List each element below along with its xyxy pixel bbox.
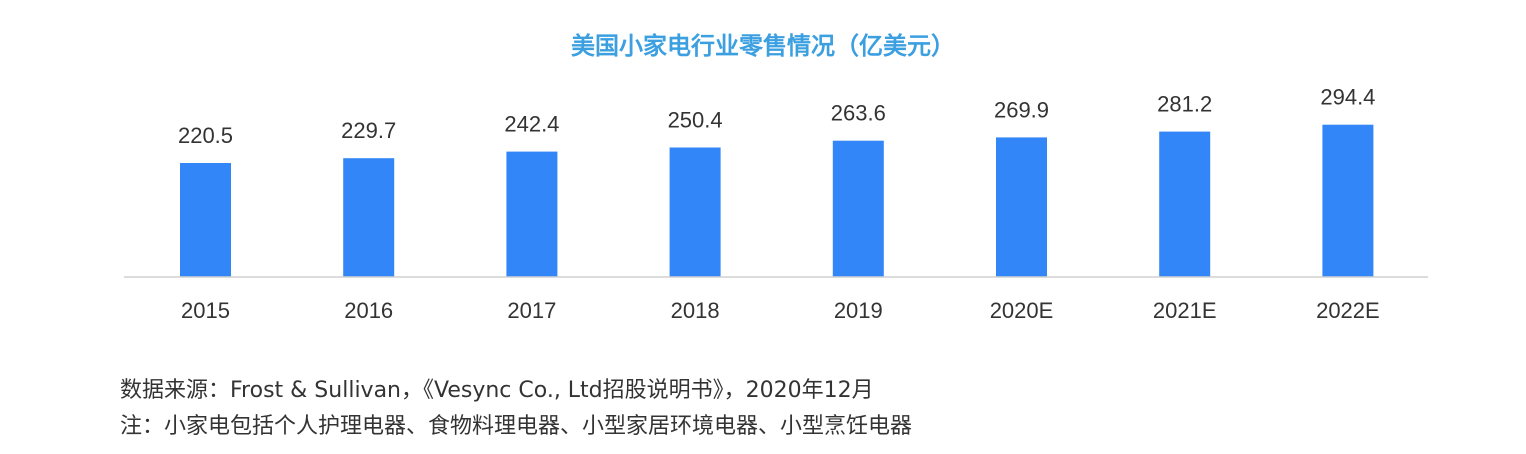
- footnote: 注：小家电包括个人护理电器、食物料理电器、小型家居环境电器、小型烹饪电器: [120, 414, 913, 439]
- value-label-2019: 263.6: [831, 101, 886, 126]
- bar-2018: [669, 147, 721, 277]
- x-tick-label-2018: 2018: [671, 298, 720, 323]
- value-label-2022E: 294.4: [1320, 85, 1375, 110]
- x-tick-label-2022E: 2022E: [1316, 298, 1380, 323]
- bar-2017: [506, 151, 558, 277]
- x-tick-labels-layer: 2015 2016 2017 2018 2019 2020E 2021E 2022E: [181, 298, 1380, 323]
- source-note: 数据来源：Frost & Sullivan，《Vesync Co., Ltd招股…: [120, 378, 874, 403]
- chart-title: 美国小家电行业零售情况（亿美元）: [571, 32, 955, 60]
- bar-2021E: [1159, 131, 1211, 277]
- x-tick-label-2021E: 2021E: [1153, 298, 1217, 323]
- bar-2015: [180, 163, 231, 277]
- value-label-2020E: 269.9: [994, 97, 1049, 122]
- x-tick-label-2015: 2015: [181, 298, 230, 323]
- x-tick-label-2020E: 2020E: [990, 298, 1054, 323]
- value-label-2017: 242.4: [504, 112, 559, 137]
- value-label-2015: 220.5: [178, 123, 233, 148]
- value-label-2018: 250.4: [668, 108, 723, 133]
- x-tick-label-2019: 2019: [834, 298, 883, 323]
- bar-2022E: [1322, 124, 1374, 277]
- bar-2019: [832, 140, 884, 277]
- x-tick-label-2017: 2017: [507, 298, 556, 323]
- bars-layer: [180, 124, 1374, 277]
- value-labels-layer: 220.5 229.7 242.4 250.4 263.6 269.9 281.2 294.4: [178, 85, 1375, 148]
- value-label-2021E: 281.2: [1157, 92, 1212, 117]
- value-label-2016: 229.7: [341, 118, 396, 143]
- x-tick-label-2016: 2016: [344, 298, 393, 323]
- bar-2020E: [996, 137, 1047, 277]
- bar-2016: [343, 158, 395, 277]
